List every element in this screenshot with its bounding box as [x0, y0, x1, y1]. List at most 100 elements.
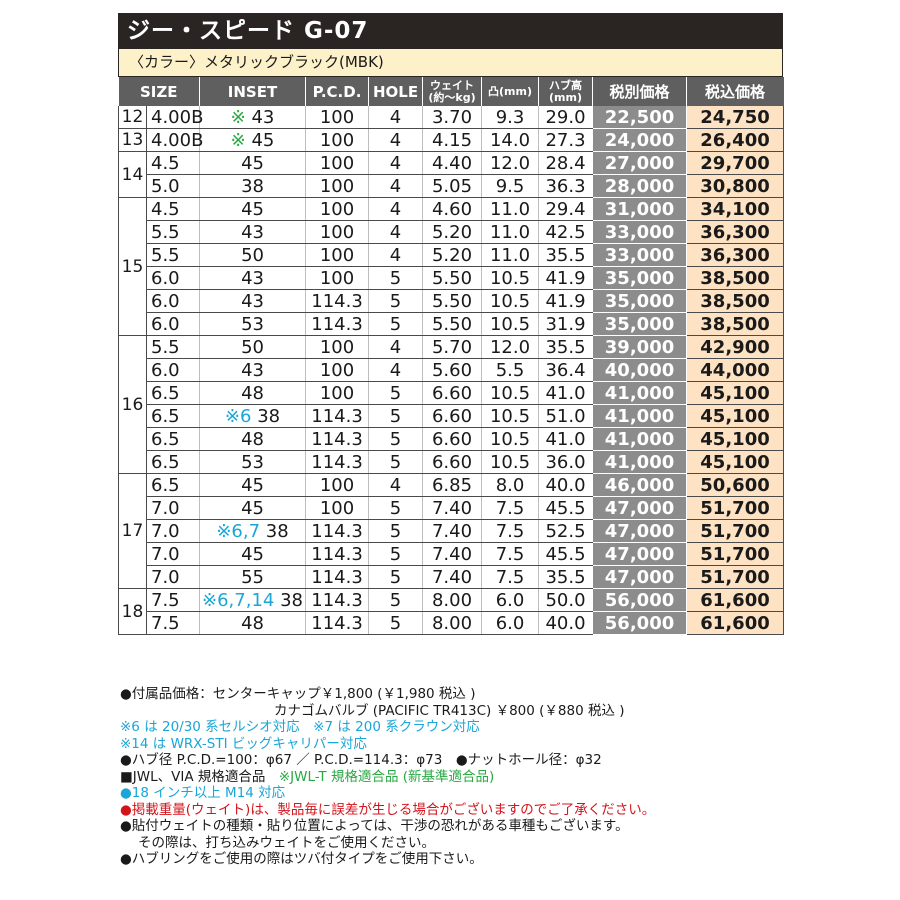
offset-cell: 6.0	[481, 588, 539, 612]
rim-width-cell: 5.5	[146, 220, 200, 244]
weight-cell: 5.70	[422, 335, 482, 359]
price-cell: 47,000	[592, 542, 687, 566]
rim-diameter-cell: 18	[118, 588, 147, 635]
hub-height-cell: 45.5	[538, 496, 593, 520]
pcd-cell: 114.3	[305, 427, 369, 451]
hole-cell: 4	[368, 174, 423, 198]
hole-cell: 5	[368, 289, 423, 313]
hub-height-cell: 41.9	[538, 266, 593, 290]
hub-height-cell: 31.9	[538, 312, 593, 336]
hub-height-cell: 28.4	[538, 151, 593, 175]
weight-cell: 4.15	[422, 128, 482, 152]
rim-width-cell: 7.0	[146, 496, 200, 520]
offset-cell: 14.0	[481, 128, 539, 152]
hole-cell: 5	[368, 611, 423, 635]
price-cell: 40,000	[592, 358, 687, 382]
offset-cell: 11.0	[481, 220, 539, 244]
weight-cell: 7.40	[422, 496, 482, 520]
hole-cell: 4	[368, 106, 423, 129]
rim-width-cell: 5.0	[146, 174, 200, 198]
rim-width-cell: 4.00B	[146, 106, 203, 129]
hole-cell: 5	[368, 266, 423, 290]
table-row: 6.5 48 114.3 5 6.60 10.5 41.0 41,000 45,100	[119, 427, 785, 451]
product-title: ジー・スピード G-07	[118, 13, 783, 49]
header-weight: ウェイト(約〜kg)	[422, 77, 483, 106]
table-row: 6.0 43 100 4 5.60 5.5 36.4 40,000 44,000	[119, 358, 785, 382]
inset-value: 45	[241, 152, 264, 174]
rim-width-cell: 6.0	[146, 312, 200, 336]
pcd-cell: 100	[305, 381, 369, 405]
inset-value: 43	[241, 267, 264, 289]
offset-cell: 7.5	[481, 542, 539, 566]
tax-price-cell: 26,400	[686, 128, 785, 152]
price-cell: 33,000	[592, 220, 687, 244]
weight-cell: 7.40	[422, 542, 482, 566]
price-cell: 47,000	[592, 519, 687, 543]
note-hub-diameter: ●ハブ径 P.C.D.=100：φ67 ／ P.C.D.=114.3：φ73 ●…	[120, 752, 602, 768]
pcd-cell: 100	[305, 266, 369, 290]
inset-cell: 43	[199, 266, 306, 290]
inset-cell: 48	[199, 381, 306, 405]
rim-diameter-cell: 14	[118, 151, 147, 198]
pcd-cell: 114.3	[305, 565, 369, 589]
table-row: 6.0 43 114.3 5 5.50 10.5 41.9 35,000 38,500	[119, 289, 785, 313]
offset-cell: 9.3	[481, 106, 539, 129]
price-cell: 41,000	[592, 450, 687, 474]
tax-price-cell: 45,100	[686, 450, 785, 474]
pcd-cell: 100	[305, 243, 369, 267]
hole-cell: 5	[368, 312, 423, 336]
inset-value: 53	[241, 313, 264, 335]
header-offset: 凸(mm)	[481, 77, 540, 106]
rim-width-cell: 6.5	[146, 450, 200, 474]
price-cell: 41,000	[592, 404, 687, 428]
weight-cell: 5.60	[422, 358, 482, 382]
inset-cell: 43	[199, 220, 306, 244]
hole-cell: 5	[368, 381, 423, 405]
weight-cell: 5.50	[422, 266, 482, 290]
table-row: 18 7.5 ※6,7,14 38 114.3 5 8.00 6.0 50.0 56,000 61…	[118, 588, 785, 635]
pcd-cell: 114.3	[305, 519, 369, 543]
table-row: 5.5 43 100 4 5.20 11.0 42.5 33,000 36,300	[119, 220, 785, 244]
tax-price-cell: 36,300	[686, 243, 785, 267]
inset-cell: ※ 45	[199, 128, 306, 152]
inset-value: 45	[241, 198, 264, 220]
hole-cell: 4	[368, 243, 423, 267]
price-cell: 39,000	[592, 335, 687, 359]
tax-price-cell: 51,700	[686, 496, 785, 520]
tax-price-cell: 29,700	[686, 151, 785, 175]
offset-cell: 10.5	[481, 450, 539, 474]
inset-value: 45	[241, 474, 264, 496]
rim-width-cell: 6.0	[146, 289, 200, 313]
inset-cell: 43	[199, 289, 306, 313]
table-row: 17 6.5 45 100 4 6.85 8.0 40.0 46,000 50,600	[118, 473, 785, 589]
inset-value: 43	[241, 359, 264, 381]
hub-height-cell: 41.0	[538, 381, 593, 405]
tax-price-cell: 61,600	[686, 611, 785, 635]
table-row: 13 4.00B ※ 45 100 4 4.15 14.0 27.3 24,000 26,400	[118, 128, 785, 152]
pcd-cell: 100	[305, 151, 369, 175]
hub-height-cell: 29.0	[538, 106, 593, 129]
tax-price-cell: 45,100	[686, 381, 785, 405]
inset-cell: ※6,7 38	[199, 519, 306, 543]
table-row: 16 5.5 50 100 4 5.70 12.0 35.5 39,000 42,900	[118, 335, 785, 474]
table-row: 7.0 55 114.3 5 7.40 7.5 35.5 47,000 51,700	[119, 565, 785, 589]
table-row: 7.0 ※6,7 38 114.3 5 7.40 7.5 52.5 47,000 51,700	[119, 519, 785, 543]
inset-value: 38	[241, 175, 264, 197]
weight-cell: 5.05	[422, 174, 482, 198]
offset-cell: 10.5	[481, 404, 539, 428]
table-row: 5.0 38 100 4 5.05 9.5 36.3 28,000 30,800	[119, 174, 785, 198]
inset-note-mark: ※	[230, 129, 246, 151]
table-row: 7.0 45 114.3 5 7.40 7.5 45.5 47,000 51,700	[119, 542, 785, 566]
tax-price-cell: 30,800	[686, 174, 785, 198]
rim-width-cell: 6.0	[146, 358, 200, 382]
hole-cell: 4	[368, 128, 423, 152]
note-weight-position-2: その際は、打ち込みウェイトをご使用ください。	[138, 834, 435, 851]
hole-cell: 5	[368, 427, 423, 451]
note-weight-position-1: ●貼付ウェイトの種類・貼り位置によっては、干渉の恐れがある車種もございます。	[120, 818, 629, 834]
hub-height-cell: 41.9	[538, 289, 593, 313]
header-hub: ハブ高(mm)	[538, 77, 594, 106]
tax-price-cell: 50,600	[686, 473, 785, 497]
offset-cell: 10.5	[481, 381, 539, 405]
rim-width-cell: 7.0	[146, 519, 200, 543]
hub-height-cell: 35.5	[538, 565, 593, 589]
